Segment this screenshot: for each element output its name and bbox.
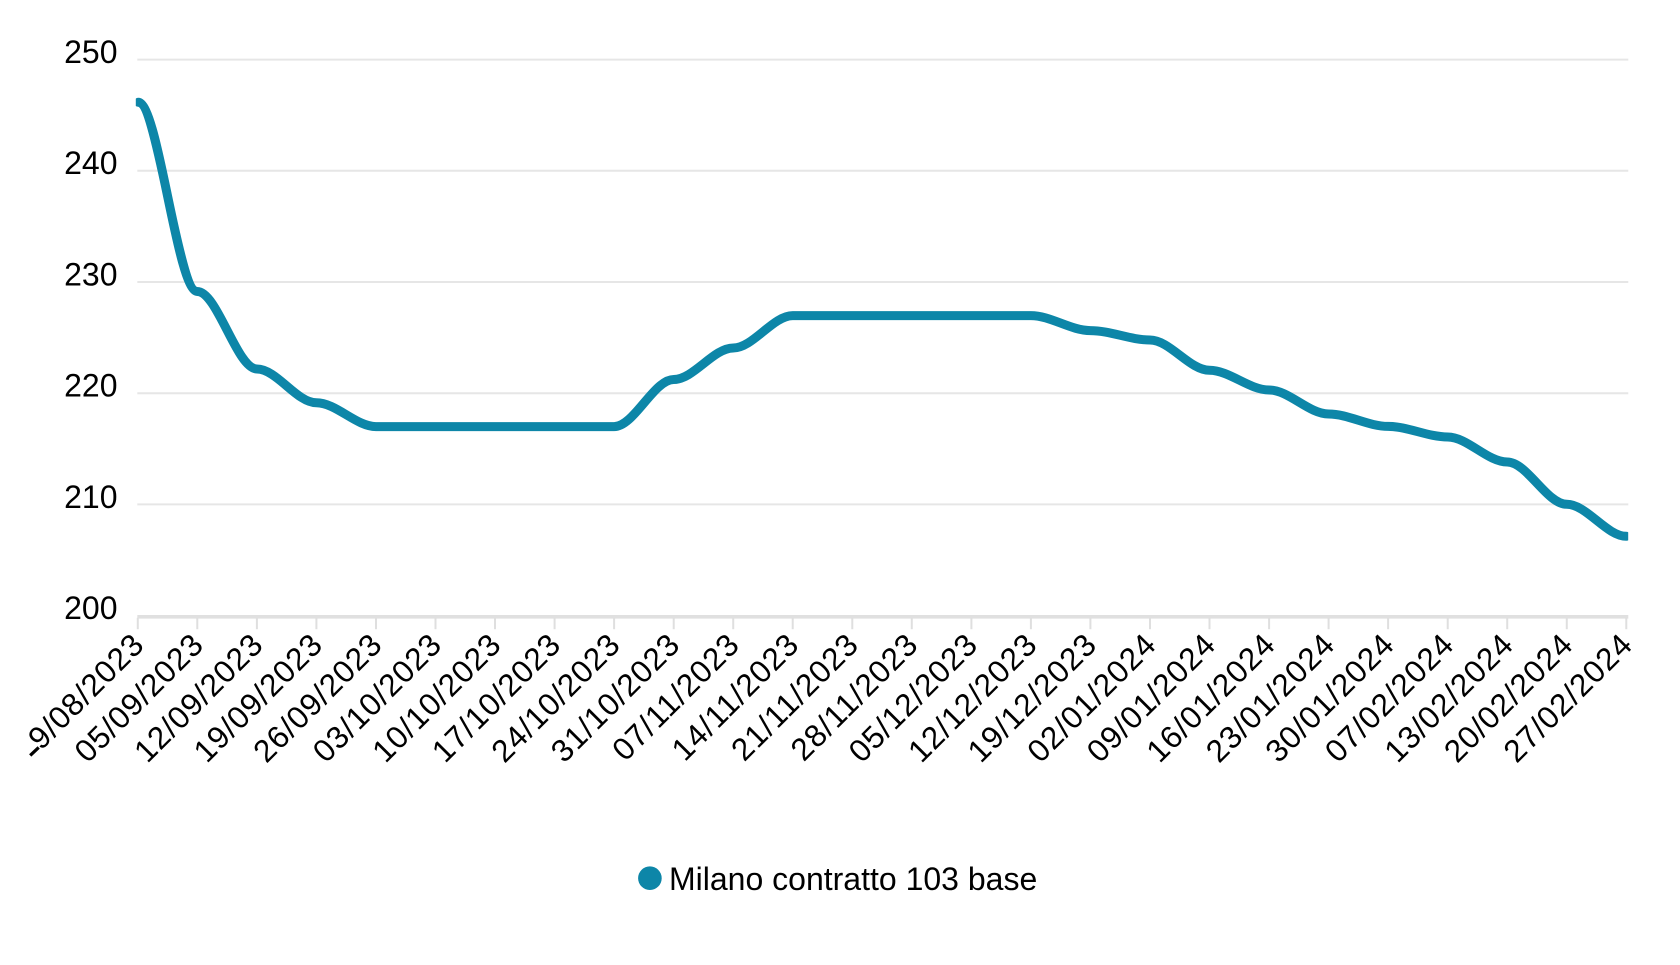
svg-text:230: 230 [64, 256, 117, 292]
svg-text:220: 220 [64, 368, 117, 404]
svg-text:200: 200 [64, 590, 117, 626]
svg-text:Milano contratto 103 base: Milano contratto 103 base [669, 861, 1037, 897]
svg-text:240: 240 [64, 145, 117, 181]
svg-text:250: 250 [64, 34, 117, 70]
svg-text:210: 210 [64, 479, 117, 515]
